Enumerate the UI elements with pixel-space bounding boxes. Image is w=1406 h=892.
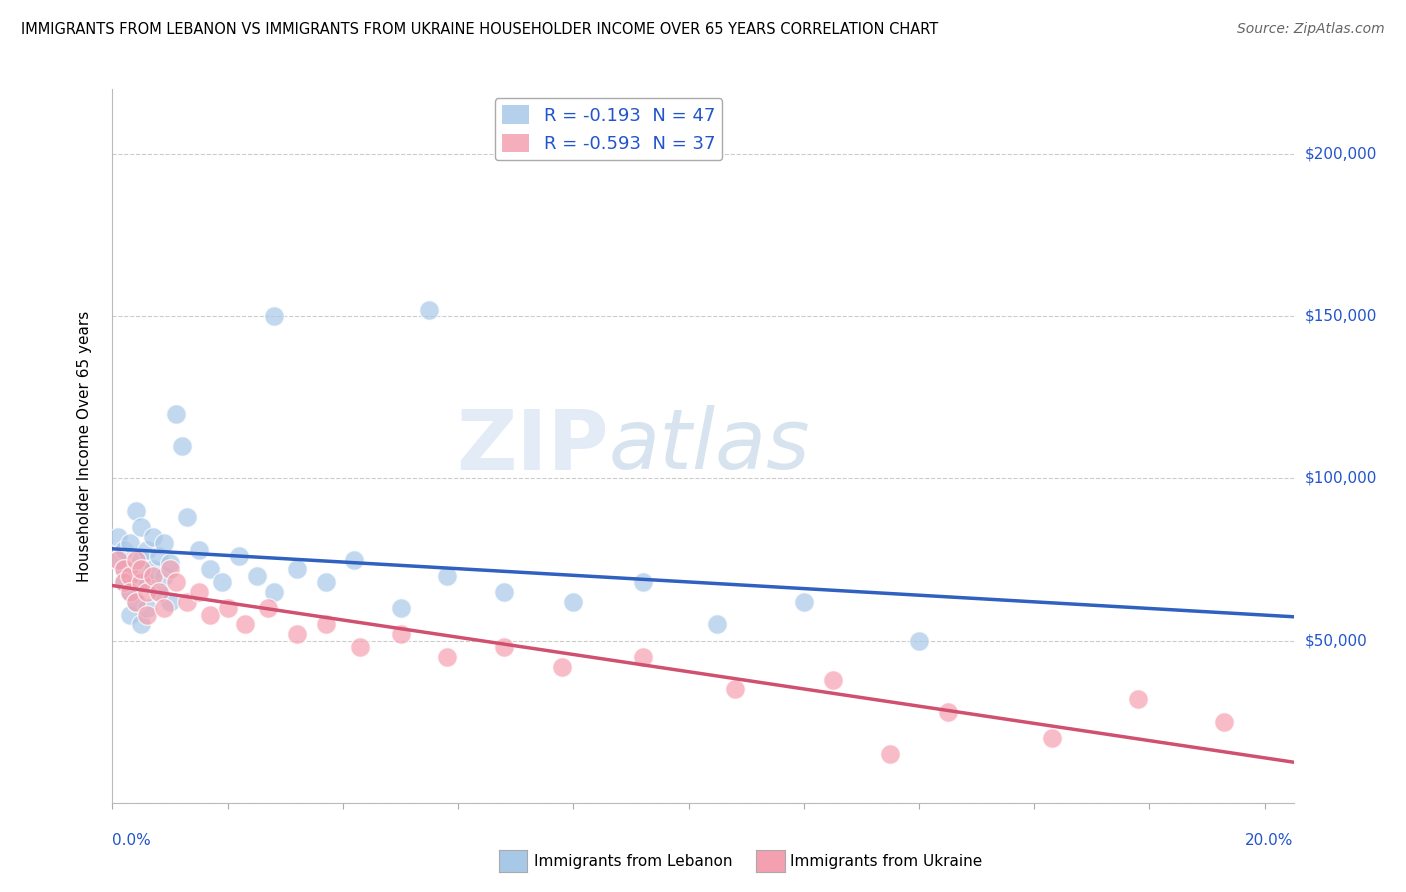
Point [170, 439, 193, 453]
Text: atlas: atlas [609, 406, 810, 486]
Point [165, 575, 187, 590]
Point [389, 601, 412, 615]
Point [129, 520, 152, 534]
Point [176, 595, 198, 609]
Point [793, 595, 815, 609]
Point [631, 649, 654, 664]
Point [285, 627, 308, 641]
Point [551, 659, 574, 673]
Text: Immigrants from Ukraine: Immigrants from Ukraine [790, 855, 983, 869]
Point [187, 585, 209, 599]
Point [343, 552, 366, 566]
Point [159, 595, 181, 609]
Point [142, 562, 165, 576]
Point [562, 595, 585, 609]
Point [1040, 731, 1063, 745]
Point [706, 617, 728, 632]
Text: 0.0%: 0.0% [112, 833, 152, 848]
Point [263, 310, 285, 324]
Point [129, 552, 152, 566]
Point [124, 595, 146, 609]
Point [200, 607, 222, 622]
Point [124, 568, 146, 582]
Point [136, 585, 159, 599]
Text: $150,000: $150,000 [1305, 309, 1376, 324]
Point [107, 530, 129, 544]
Point [349, 640, 371, 654]
Point [118, 585, 141, 599]
Text: Immigrants from Lebanon: Immigrants from Lebanon [534, 855, 733, 869]
Point [1126, 692, 1149, 706]
Point [315, 617, 337, 632]
Point [112, 562, 135, 576]
Point [200, 562, 222, 576]
Point [285, 562, 308, 576]
Point [136, 575, 159, 590]
Point [118, 607, 141, 622]
Y-axis label: Householder Income Over 65 years: Householder Income Over 65 years [77, 310, 91, 582]
Point [124, 504, 146, 518]
Text: IMMIGRANTS FROM LEBANON VS IMMIGRANTS FROM UKRAINE HOUSEHOLDER INCOME OVER 65 YE: IMMIGRANTS FROM LEBANON VS IMMIGRANTS FR… [21, 22, 938, 37]
Point [118, 585, 141, 599]
Point [315, 575, 337, 590]
Point [129, 617, 152, 632]
Point [136, 542, 159, 557]
Text: Source: ZipAtlas.com: Source: ZipAtlas.com [1237, 22, 1385, 37]
Point [148, 549, 170, 564]
Text: $200,000: $200,000 [1305, 146, 1376, 161]
Point [153, 536, 176, 550]
Text: $50,000: $50,000 [1305, 633, 1368, 648]
Text: ZIP: ZIP [456, 406, 609, 486]
Point [257, 601, 280, 615]
Point [142, 530, 165, 544]
Text: 20.0%: 20.0% [1246, 833, 1294, 848]
Point [821, 673, 844, 687]
Point [389, 627, 412, 641]
Point [631, 575, 654, 590]
Point [187, 542, 209, 557]
Point [494, 640, 516, 654]
Point [263, 585, 285, 599]
Point [142, 568, 165, 582]
Point [418, 302, 440, 317]
Point [153, 601, 176, 615]
Point [129, 562, 152, 576]
Point [112, 542, 135, 557]
Point [118, 536, 141, 550]
Point [233, 617, 256, 632]
Legend: R = -0.193  N = 47, R = -0.593  N = 37: R = -0.193 N = 47, R = -0.593 N = 37 [495, 98, 723, 161]
Point [908, 633, 931, 648]
Point [112, 575, 135, 590]
Point [494, 585, 516, 599]
Point [724, 682, 747, 697]
Point [165, 407, 187, 421]
Point [148, 585, 170, 599]
Point [159, 556, 181, 570]
Point [112, 562, 135, 576]
Point [107, 552, 129, 566]
Point [436, 568, 458, 582]
Point [136, 601, 159, 615]
Point [129, 575, 152, 590]
Point [245, 568, 267, 582]
Point [228, 549, 250, 564]
Point [211, 575, 233, 590]
Point [936, 705, 959, 719]
Point [217, 601, 239, 615]
Text: $100,000: $100,000 [1305, 471, 1376, 486]
Point [118, 568, 141, 582]
Point [136, 607, 159, 622]
Point [879, 747, 901, 761]
Point [112, 575, 135, 590]
Point [124, 595, 146, 609]
Point [148, 585, 170, 599]
Point [107, 552, 129, 566]
Point [436, 649, 458, 664]
Point [176, 510, 198, 524]
Point [153, 568, 176, 582]
Point [124, 552, 146, 566]
Point [1213, 714, 1236, 729]
Point [159, 562, 181, 576]
